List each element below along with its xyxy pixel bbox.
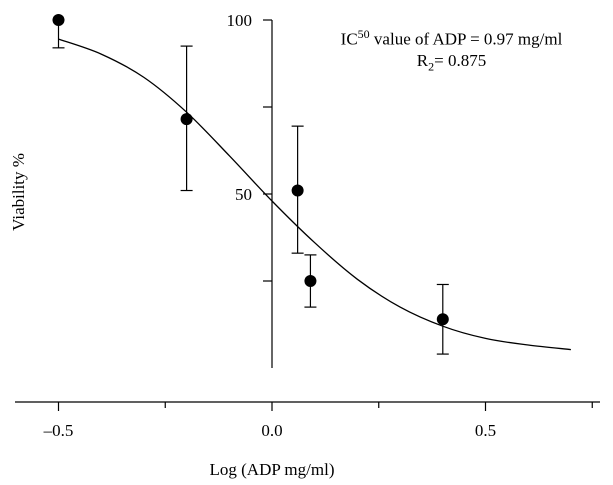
data-point-2 [291,184,304,197]
x-tick-label-1: 0.0 [261,421,282,440]
y-axis-label: Viability % [9,153,28,231]
x-axis-label: Log (ADP mg/ml) [210,460,335,479]
data-points-layer [52,14,449,355]
data-point-3 [304,275,317,287]
data-point-group-0 [52,14,65,49]
fitted-curve [58,38,571,351]
data-point-group-3 [304,254,317,308]
fitted-curve-layer [58,38,571,351]
data-point-group-4 [436,283,449,355]
data-point-4 [436,313,449,326]
r2-annotation: R2= 0.875 [416,50,487,74]
ic50-annotation: IC50 value of ADP = 0.97 mg/ml [340,27,563,49]
x-ticks: –0.5 0.0 0.5 [43,402,593,440]
x-tick-label-0: –0.5 [43,421,74,440]
data-point-1 [180,113,193,126]
annotation-box: IC50 value of ADP = 0.97 mg/ml R2= 0.875 [340,27,563,74]
data-point-group-2 [291,125,304,254]
y-tick-label-0: 50 [235,185,252,204]
y-tick-label-1: 100 [227,11,253,30]
data-point-group-1 [180,45,193,192]
x-tick-label-2: 0.5 [475,421,496,440]
data-point-0 [52,14,65,26]
y-ticks: 50 100 [227,11,272,282]
